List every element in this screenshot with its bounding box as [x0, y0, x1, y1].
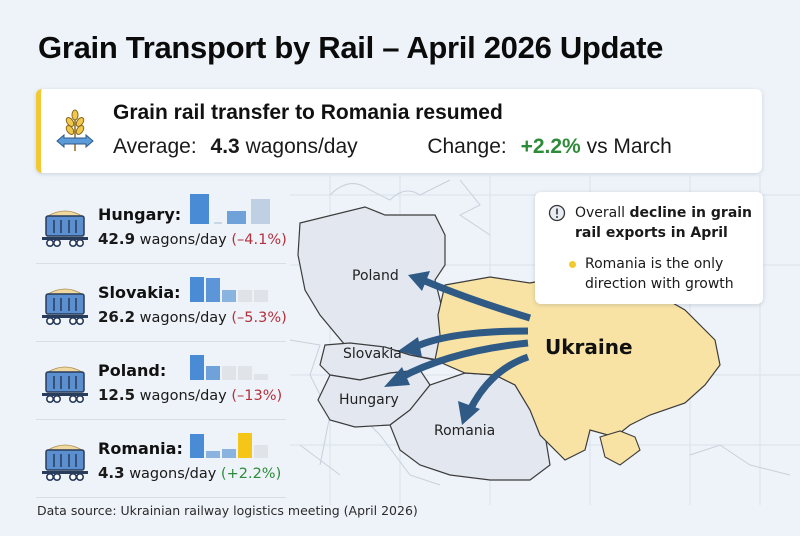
grain-wagon-icon — [42, 210, 88, 247]
mini-bar — [222, 290, 236, 302]
mini-bar — [190, 194, 209, 224]
insight-title: Overall decline in grain rail exports in… — [575, 205, 753, 241]
country-name: Poland: — [98, 361, 167, 380]
country-unit: wagons/day — [129, 466, 217, 482]
country-change: (–5.3%) — [231, 310, 287, 326]
mini-bar-chart — [190, 426, 282, 458]
average-value: 4.3 — [210, 135, 240, 158]
mini-bar — [254, 290, 268, 302]
headline-stats: Average: 4.3 wagons/day Change: +2.2% vs… — [113, 135, 672, 159]
country-name: Slovakia: — [98, 283, 181, 302]
bullet-dot — [569, 261, 576, 268]
country-list: Hungary: 42.9 wagons/day (–4.1%) Slovaki… — [36, 186, 287, 498]
country-row-hungary: Hungary: 42.9 wagons/day (–4.1%) — [36, 186, 287, 264]
mini-bar — [222, 366, 236, 380]
mini-bar — [206, 451, 220, 458]
grain-wagon-icon — [42, 444, 88, 481]
mini-bar — [254, 445, 268, 458]
insight-card: Overall decline in grain rail exports in… — [535, 192, 763, 304]
info-exclamation-icon — [548, 204, 566, 222]
country-name: Hungary: — [98, 205, 182, 224]
average-label: Average: — [113, 135, 197, 158]
country-value: 42.9 wagons/day (–4.1%) — [98, 230, 287, 248]
country-unit: wagons/day — [139, 388, 227, 404]
average-unit: wagons/day — [245, 135, 358, 158]
mini-bar — [254, 374, 268, 380]
change-value: +2.2% — [520, 135, 581, 158]
headline-card: Grain rail transfer to Romania resumed A… — [36, 89, 762, 173]
mini-bar — [206, 278, 220, 302]
mini-bar — [190, 434, 204, 458]
change-label: Change: — [427, 135, 507, 158]
insight-bullet: Romania is the only direction with growt… — [585, 256, 734, 292]
mini-bar — [227, 211, 246, 224]
mini-bar-chart — [190, 270, 282, 302]
country-value: 4.3 wagons/day (+2.2%) — [98, 464, 281, 482]
map-label-romania: Romania — [434, 423, 496, 439]
country-wagons-value: 12.5 — [98, 386, 136, 404]
headline-title: Grain rail transfer to Romania resumed — [113, 101, 503, 124]
country-unit: wagons/day — [139, 310, 227, 326]
country-change: (+2.2%) — [220, 466, 282, 482]
country-change: (–13%) — [231, 388, 283, 404]
data-source: Data source: Ukrainian railway logistics… — [37, 503, 418, 518]
country-unit: wagons/day — [139, 232, 227, 248]
country-row-romania: Romania: 4.3 wagons/day (+2.2%) — [36, 420, 286, 498]
mini-bar — [190, 355, 204, 380]
grain-wagon-icon — [42, 366, 88, 403]
country-value: 12.5 wagons/day (–13%) — [98, 386, 282, 404]
map-label-poland: Poland — [352, 268, 399, 284]
mini-bar — [190, 277, 204, 302]
country-wagons-value: 26.2 — [98, 308, 136, 326]
mini-bar — [214, 222, 222, 224]
mini-bar — [206, 366, 220, 380]
country-row-poland: Poland: 12.5 wagons/day (–13%) — [36, 342, 286, 420]
grain-wagon-icon — [42, 288, 88, 325]
mini-bar — [238, 290, 252, 302]
country-wagons-value: 42.9 — [98, 230, 136, 248]
mini-bar-chart — [190, 192, 282, 224]
mini-bar-chart — [190, 348, 282, 380]
wheat-exchange-icon — [56, 109, 94, 151]
mini-bar — [238, 366, 252, 380]
page-title: Grain Transport by Rail – April 2026 Upd… — [38, 30, 664, 65]
map-label-slovakia: Slovakia — [343, 346, 402, 362]
country-value: 26.2 wagons/day (–5.3%) — [98, 308, 287, 326]
country-change: (–4.1%) — [231, 232, 287, 248]
mini-bar — [238, 433, 252, 458]
map-label-hungary: Hungary — [339, 392, 399, 408]
mini-bar — [251, 199, 270, 224]
map: Poland Slovakia Hungary Romania Ukraine — [289, 175, 800, 505]
country-name: Romania: — [98, 439, 183, 458]
map-label-ukraine: Ukraine — [545, 335, 633, 359]
change-suffix: vs March — [586, 135, 672, 158]
country-row-slovakia: Slovakia: 26.2 wagons/day (–5.3%) — [36, 264, 287, 342]
mini-bar — [222, 449, 236, 458]
country-wagons-value: 4.3 — [98, 464, 125, 482]
